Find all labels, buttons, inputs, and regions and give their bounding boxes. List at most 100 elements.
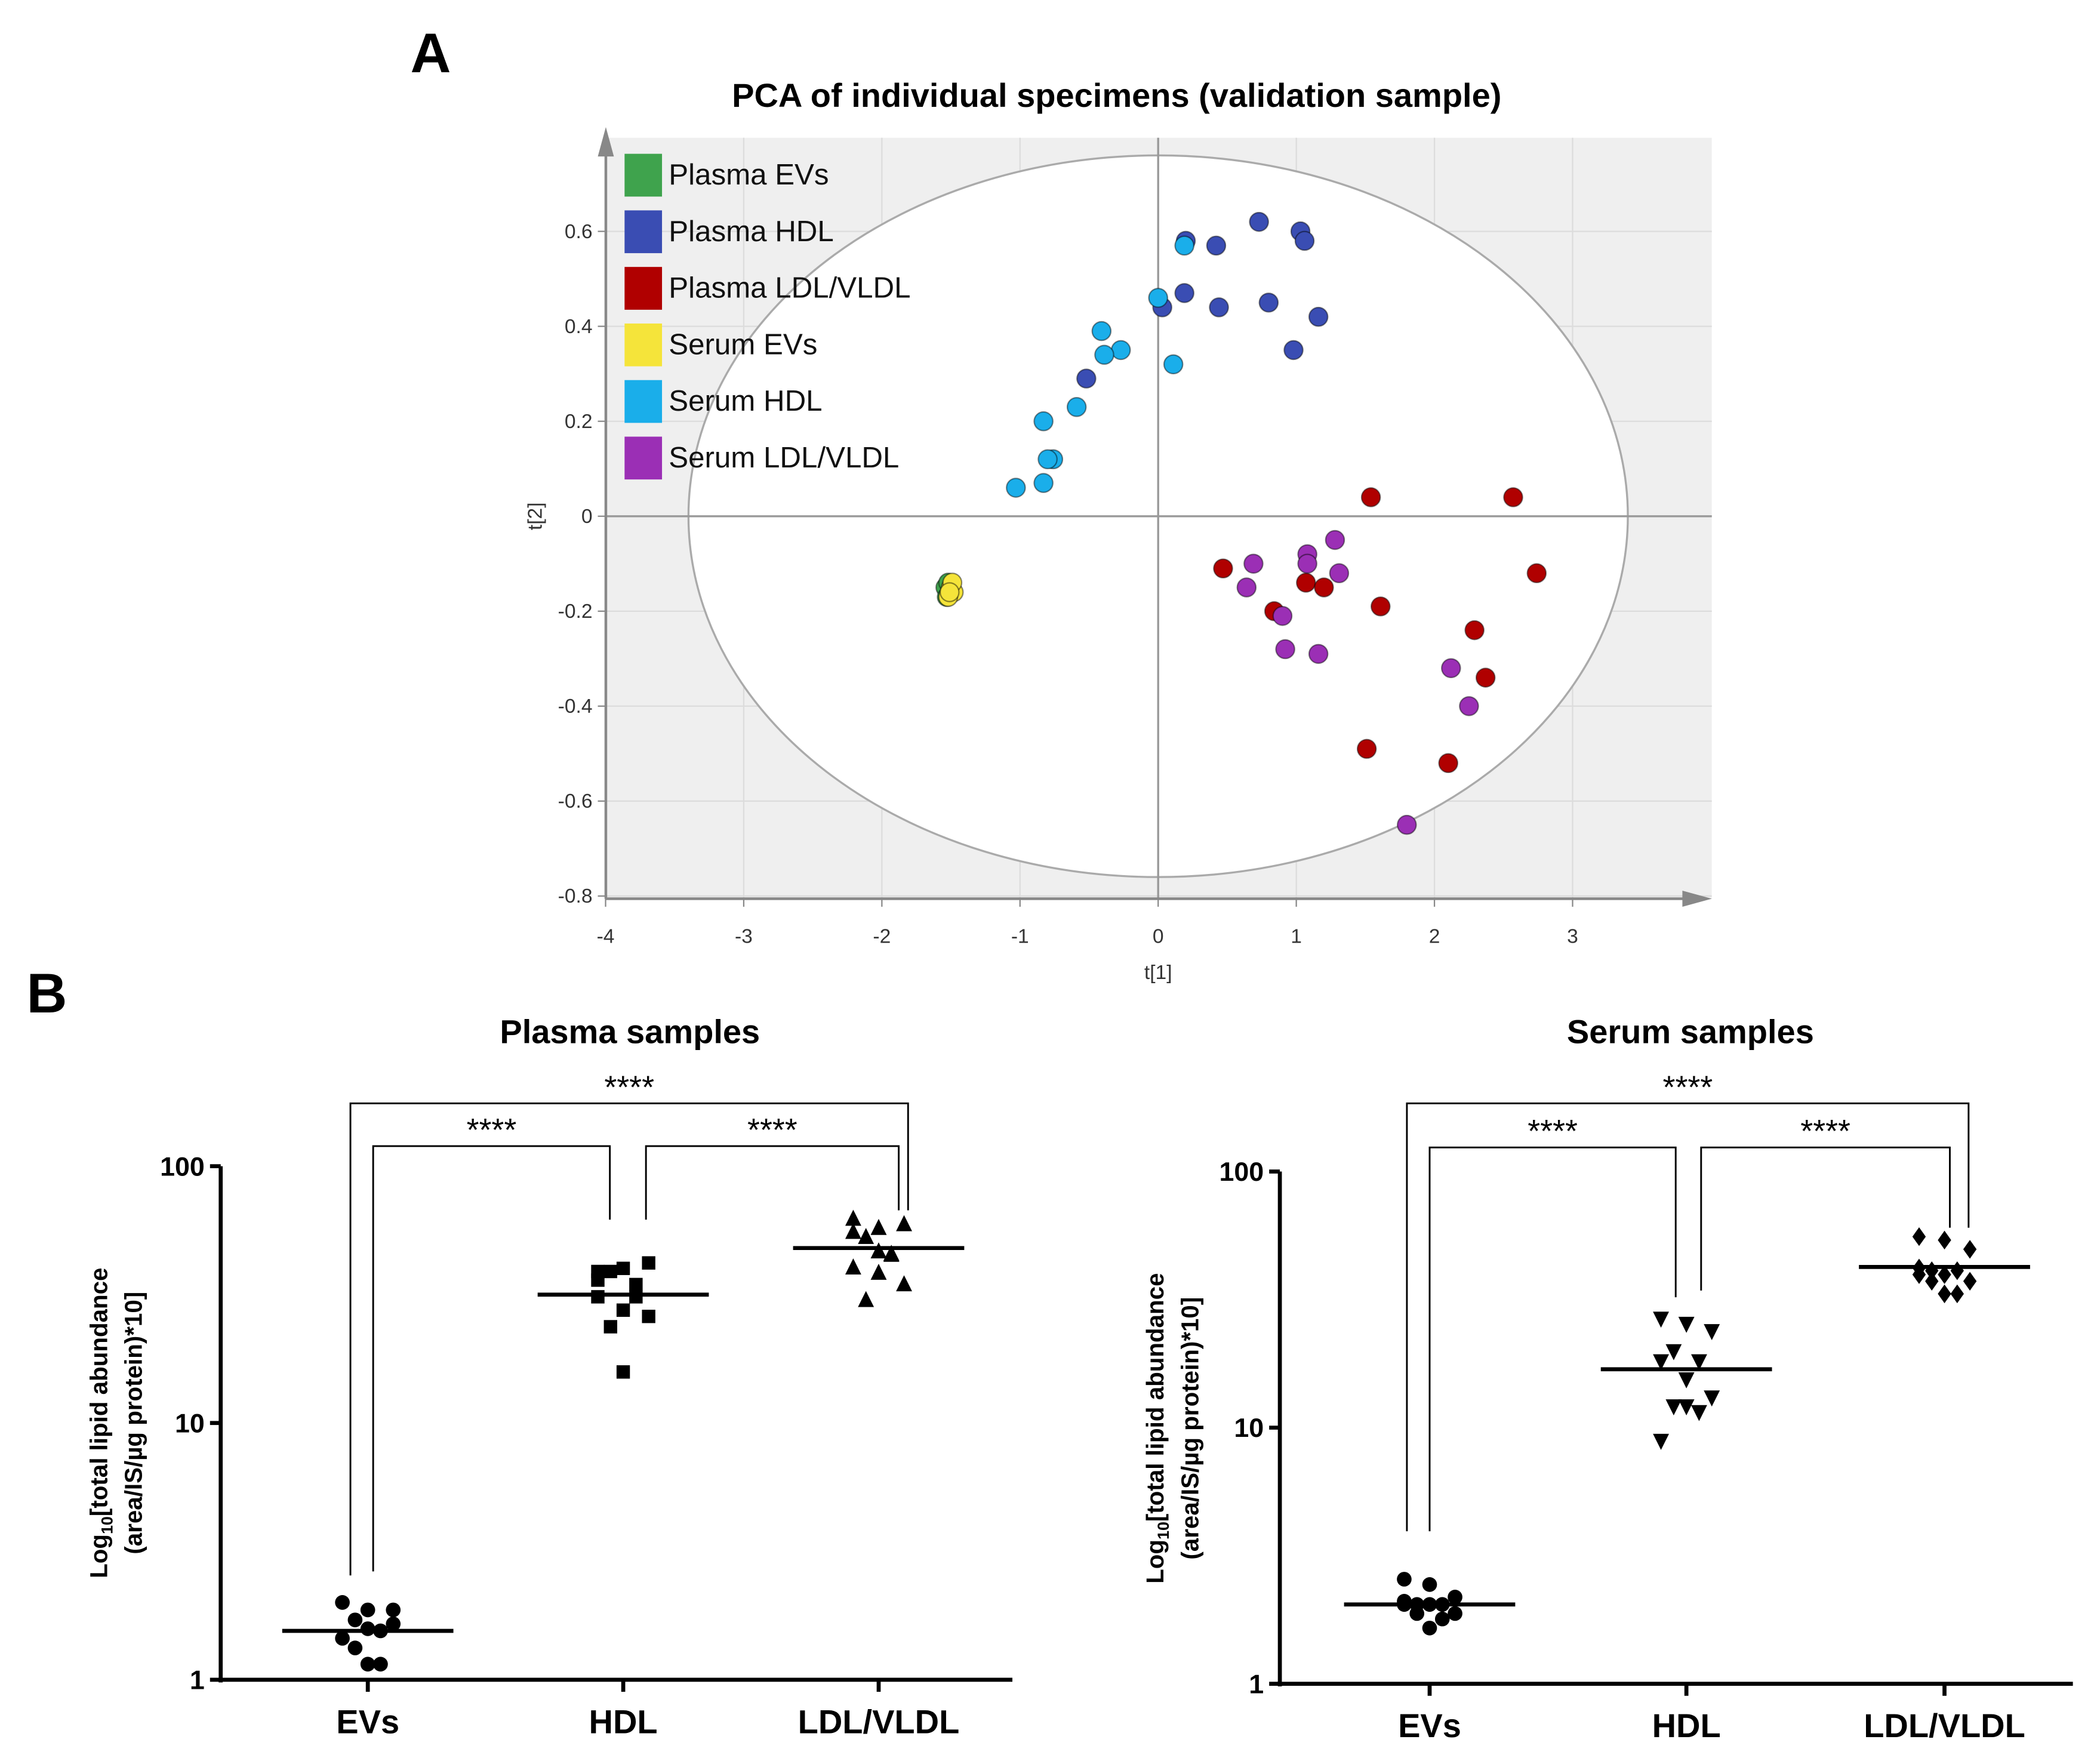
data-point (1464, 620, 1485, 641)
data-point (1314, 577, 1334, 598)
data-point (1526, 563, 1547, 584)
data-point (603, 1264, 617, 1279)
data-point (591, 1273, 605, 1287)
data-point (386, 1602, 401, 1618)
data-point (1110, 340, 1131, 361)
data-point (1275, 639, 1295, 660)
legend-label: Plasma HDL (669, 215, 834, 248)
significance-bracket (372, 1145, 611, 1572)
data-point (1665, 1344, 1682, 1360)
x-tick-label: 0 (1153, 925, 1164, 947)
legend-swatch (624, 153, 663, 197)
data-point (360, 1621, 375, 1636)
legend-label: Plasma LDL/VLDL (669, 272, 910, 304)
data-point (386, 1616, 401, 1631)
legend-swatch (624, 323, 663, 367)
ylabel-rest: [total lipid abundance (1141, 1273, 1169, 1522)
data-point (1704, 1390, 1720, 1407)
x-tick-label: -1 (1011, 925, 1029, 947)
data-point (629, 1277, 643, 1292)
y-tick-label: -0.4 (558, 695, 593, 718)
data-point (845, 1209, 861, 1226)
data-point (1950, 1261, 1964, 1280)
data-point (347, 1640, 363, 1655)
significance-bracket (645, 1145, 900, 1220)
y-tick-label: 0 (581, 506, 593, 528)
data-point (347, 1612, 363, 1627)
ylabel-line2: (area/IS/µg protein)*10] (1176, 1297, 1203, 1560)
legend-label: Serum LDL/VLDL (669, 441, 899, 474)
y-tick-label: 0.4 (565, 316, 593, 338)
ylabel-log: Log (85, 1534, 112, 1578)
significance-label: **** (1663, 1069, 1713, 1105)
data-point (1653, 1312, 1670, 1328)
x-tick-label: 2 (1429, 925, 1440, 947)
data-point (616, 1365, 630, 1379)
plasma-ylabel: Log10[total lipid abundance (area/IS/µg … (85, 1268, 147, 1578)
serum-plot: 1 10 100 EVs HDL LDL/VLDL **** **** **** (1219, 1069, 2073, 1744)
ylabel-line2: (area/IS/µg protein)*10] (120, 1292, 147, 1554)
ylabel-log: Log (1141, 1540, 1169, 1584)
ylabel-sub: 10 (98, 1516, 116, 1534)
data-point (1503, 487, 1523, 507)
data-point (1329, 563, 1350, 584)
data-point (1459, 696, 1479, 716)
significance-label: **** (604, 1069, 654, 1105)
x-tick-label: -4 (597, 925, 615, 947)
data-point (1422, 1620, 1437, 1636)
x-tick-label: -3 (735, 925, 753, 947)
data-point (603, 1320, 617, 1334)
y-axis-arrow-icon (598, 127, 614, 157)
data-point (1006, 478, 1026, 498)
data-point (1206, 235, 1227, 256)
y-tick-label: -0.6 (558, 790, 593, 812)
data-point (1296, 572, 1316, 593)
data-point (1258, 293, 1279, 313)
data-point (1213, 558, 1233, 579)
data-point (1243, 553, 1264, 574)
panel-label-b: B (27, 962, 67, 1024)
data-point (616, 1303, 630, 1317)
data-point (858, 1291, 874, 1307)
data-point (642, 1256, 655, 1270)
pca-ylabel: t[2] (524, 502, 546, 530)
y-tick-label: -0.8 (558, 885, 593, 907)
legend-label: Plasma EVs (669, 158, 829, 191)
data-point (896, 1275, 912, 1292)
y-tick-label: -0.2 (558, 601, 593, 623)
data-point (1409, 1606, 1425, 1621)
ylabel-rest: [total lipid abundance (85, 1268, 112, 1517)
y-tick-label: 10 (1234, 1413, 1264, 1443)
data-point (1475, 667, 1496, 688)
x-axis-arrow-icon (1682, 891, 1712, 907)
plasma-title: Plasma samples (500, 1012, 760, 1050)
serum-title: Serum samples (1567, 1012, 1814, 1050)
data-point (1397, 1572, 1412, 1587)
data-point (1076, 368, 1097, 389)
x-tick-label: EVs (1398, 1707, 1461, 1744)
data-point (360, 1657, 375, 1672)
plasma-plot: 1 10 100 EVs HDL LDL/VLDL **** **** **** (160, 1069, 1013, 1740)
legend-swatch (624, 210, 663, 254)
data-point (1690, 1354, 1707, 1371)
y-tick-label: 0.2 (565, 411, 593, 433)
data-point (845, 1223, 861, 1239)
data-point (1938, 1265, 1951, 1284)
pca-plot: -4 -3 -2 -1 0 1 2 3 -0.8 -0.6 -0.4 -0.2 0 0.2 0.4 0.6 Pl… (558, 127, 1712, 947)
data-point (1174, 283, 1194, 303)
data-point (1938, 1230, 1951, 1250)
data-point (1963, 1272, 1977, 1291)
data-point (373, 1657, 388, 1672)
significance-bracket (349, 1102, 909, 1576)
pca-xlabel: t[1] (1144, 962, 1172, 984)
data-point (642, 1310, 655, 1323)
pca-title: PCA of individual specimens (validation … (732, 76, 1501, 114)
x-tick-label: 1 (1291, 925, 1302, 947)
data-point (1033, 411, 1054, 432)
data-point (1653, 1433, 1670, 1450)
data-point (1163, 354, 1184, 375)
data-point (1249, 211, 1269, 232)
x-tick-label: -2 (873, 925, 891, 947)
data-point (1294, 230, 1315, 251)
